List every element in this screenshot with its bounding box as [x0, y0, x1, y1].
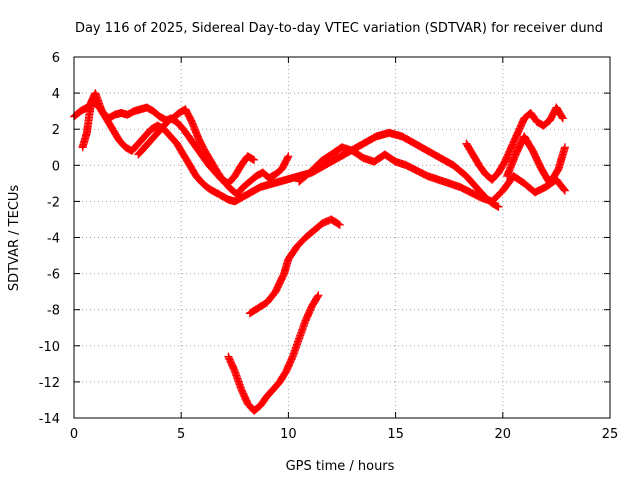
x-axis-label: GPS time / hours [286, 459, 395, 474]
point-markers [224, 291, 323, 415]
grid-lines [74, 57, 610, 418]
x-tick-label: 15 [387, 427, 404, 442]
y-tick-label: 0 [52, 159, 60, 174]
x-tick-label: 20 [495, 427, 512, 442]
series-track-e [462, 103, 567, 184]
x-tick-label: 10 [280, 427, 297, 442]
point-markers [134, 114, 259, 188]
y-tick-label: 4 [52, 87, 60, 102]
x-tick-label: 0 [70, 427, 78, 442]
x-tick-label: 5 [177, 427, 185, 442]
point-markers [462, 103, 567, 184]
y-tick-label: -6 [47, 268, 60, 283]
y-tick-label: 2 [52, 123, 60, 138]
series-track-d [295, 143, 569, 206]
series-track-c [134, 114, 259, 188]
point-markers [295, 143, 569, 206]
y-axis-label: SDTVAR / TECUs [7, 185, 22, 292]
point-markers [245, 215, 344, 318]
x-tick-label: 25 [602, 427, 619, 442]
series-track-h [224, 291, 323, 415]
data-points [70, 89, 569, 415]
y-tick-label: -14 [39, 412, 60, 427]
y-tick-label: -2 [47, 195, 60, 210]
chart-title: Day 116 of 2025, Sidereal Day-to-day VTE… [75, 21, 603, 36]
point-markers [503, 132, 569, 188]
plot-frame [73, 56, 611, 419]
y-tick-label: -4 [47, 232, 60, 247]
y-tick-label: -10 [39, 340, 60, 355]
series-track-g [245, 215, 344, 318]
y-tick-label: -8 [47, 304, 60, 319]
y-tick-label: 6 [52, 51, 60, 66]
series-track-f [503, 132, 569, 188]
y-tick-label: -12 [39, 376, 60, 391]
tick-labels: 0 5 10 15 20 25 -14 -12 -10 -8 -6 -4 -2 0 2 4 6 [39, 51, 619, 442]
